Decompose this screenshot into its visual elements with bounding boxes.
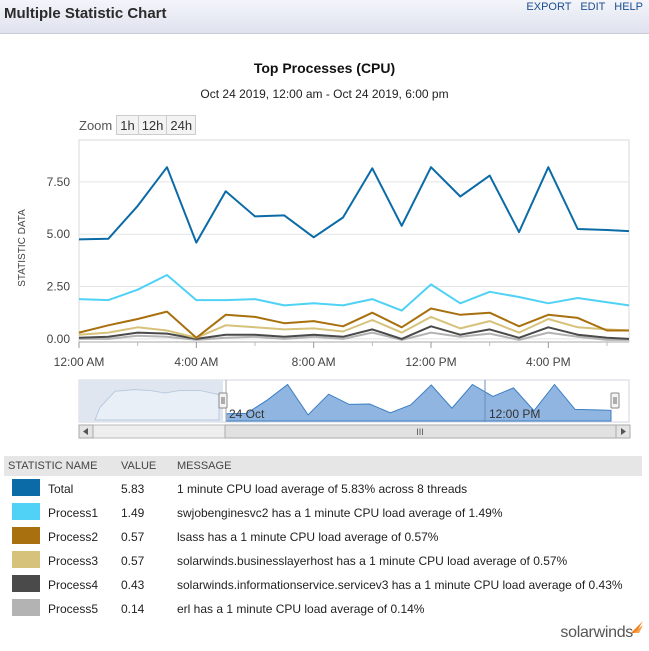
- navigator-time-label: 12:00 PM: [489, 407, 540, 421]
- legend-swatch: [12, 575, 40, 592]
- header-bar: Multiple Statistic Chart EXPORT EDIT HEL…: [0, 0, 649, 34]
- export-link[interactable]: EXPORT: [526, 1, 572, 13]
- legend-row[interactable]: Process3 0.57 solarwinds.businesslayerhost…: [4, 548, 642, 572]
- chart-subtitle: Oct 24 2019, 12:00 am - Oct 24 2019, 6:0…: [200, 87, 449, 101]
- brand-logo: solarwinds: [560, 624, 633, 641]
- chevron-left-icon: [83, 428, 88, 435]
- x-tick-label: 12:00 PM: [405, 355, 456, 369]
- legend-swatch: [12, 527, 40, 544]
- legend-row[interactable]: Process5 0.14 erl has a 1 minute CPU load …: [4, 596, 642, 620]
- page-title: Multiple Statistic Chart: [4, 5, 167, 22]
- navigator-date-label: 24 Oct: [229, 407, 265, 421]
- series-line-process5[interactable]: [79, 331, 629, 341]
- series-line-process4[interactable]: [78, 325, 630, 340]
- legend-value: 0.57: [121, 530, 145, 544]
- navigator-right-handle[interactable]: [610, 392, 620, 409]
- chart-svg: 0.00 2.50 5.00 7.50 12:00 AM 4:00 AM 8:00 AM 1…: [17, 139, 631, 439]
- chart-title: Top Processes (CPU): [253, 60, 396, 76]
- legend-row[interactable]: Process2 0.57 lsass has a 1 minute CPU loa…: [4, 524, 642, 548]
- legend-swatch: [12, 479, 40, 496]
- legend-message: 1 minute CPU load average of 5.83% acros…: [177, 482, 468, 496]
- legend-message: swjobenginesvc2 has a 1 minute CPU load …: [177, 506, 503, 520]
- legend-name: Process3: [48, 554, 99, 568]
- y-tick-label: 2.50: [47, 280, 71, 294]
- zoom-1h-button[interactable]: 1h: [116, 115, 139, 135]
- chevron-right-icon: [621, 428, 626, 435]
- navigator-left-handle[interactable]: [218, 392, 228, 409]
- zoom-label: Zoom: [79, 118, 113, 133]
- legend-table: STATISTIC NAME VALUE MESSAGE Total 5.83 1 …: [4, 456, 642, 620]
- navigator-left-area: [94, 389, 220, 421]
- legend-message: lsass has a 1 minute CPU load average of…: [177, 530, 439, 544]
- legend-message: solarwinds.informationservice.servicev3 …: [177, 578, 623, 592]
- legend-header: STATISTIC NAME VALUE MESSAGE: [4, 456, 642, 476]
- legend-value: 0.57: [121, 554, 145, 568]
- legend-value: 5.83: [121, 482, 145, 496]
- y-tick-label: 7.50: [47, 175, 71, 189]
- legend-rows: Total 5.83 1 minute CPU load average of 5.…: [4, 476, 642, 620]
- legend-name: Process5: [48, 602, 99, 616]
- legend-row[interactable]: Process4 0.43 solarwinds.informationservic…: [4, 572, 642, 596]
- y-tick-label: 0.00: [47, 332, 71, 346]
- navigator[interactable]: 24 Oct 12:00 PM: [78, 379, 630, 423]
- legend-swatch: [12, 551, 40, 568]
- y-axis-label: STATISTIC DATA: [17, 209, 28, 287]
- legend-header-message: MESSAGE: [177, 460, 232, 472]
- navigator-scrollbar[interactable]: III: [78, 424, 631, 439]
- x-tick-label: 4:00 AM: [174, 355, 218, 369]
- solarwinds-flame-icon: [631, 621, 643, 633]
- navigator-selected-area: [225, 383, 612, 422]
- series-line-process2[interactable]: [78, 307, 629, 339]
- edit-link[interactable]: EDIT: [580, 1, 606, 13]
- series-line-total[interactable]: [78, 166, 630, 244]
- plot-area: [78, 139, 630, 343]
- legend-row[interactable]: Process1 1.49 swjobenginesvc2 has a 1 minu…: [4, 500, 642, 524]
- scrollbar-grip: III: [416, 427, 424, 437]
- legend-message: solarwinds.businesslayerhost has a 1 min…: [177, 554, 568, 568]
- zoom-24h-button[interactable]: 24h: [166, 115, 197, 135]
- legend-name: Total: [48, 482, 74, 496]
- header-links: EXPORT EDIT HELP: [520, 1, 643, 13]
- series-line-process3[interactable]: [78, 315, 630, 339]
- legend-message: erl has a 1 minute CPU load average of 0…: [177, 602, 425, 616]
- legend-value: 0.43: [121, 578, 145, 592]
- y-tick-label: 5.00: [47, 227, 71, 241]
- legend-swatch: [12, 503, 40, 520]
- series-line-process1[interactable]: [78, 274, 630, 312]
- x-tick-label: 4:00 PM: [526, 355, 571, 369]
- legend-swatch: [12, 599, 40, 616]
- legend-row[interactable]: Total 5.83 1 minute CPU load average of 5.…: [4, 476, 642, 500]
- legend-header-value: VALUE: [121, 460, 157, 472]
- legend-name: Process4: [48, 578, 99, 592]
- legend-value: 0.14: [121, 602, 145, 616]
- help-link[interactable]: HELP: [614, 1, 643, 13]
- zoom-controls: Zoom 1h 12h 24h: [79, 115, 197, 135]
- legend-value: 1.49: [121, 506, 145, 520]
- x-tick-label: 8:00 AM: [292, 355, 336, 369]
- legend-header-name: STATISTIC NAME: [8, 460, 98, 472]
- legend-name: Process2: [48, 530, 99, 544]
- legend-name: Process1: [48, 506, 99, 520]
- x-tick-label: 12:00 AM: [54, 355, 105, 369]
